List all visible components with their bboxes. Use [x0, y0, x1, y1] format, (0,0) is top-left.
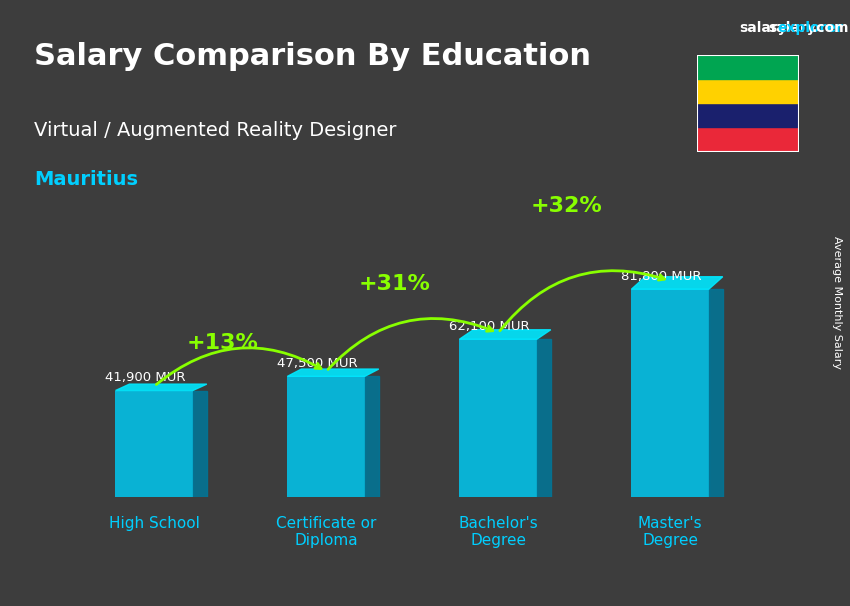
Text: Mauritius: Mauritius: [34, 170, 138, 188]
Text: Virtual / Augmented Reality Designer: Virtual / Augmented Reality Designer: [34, 121, 396, 140]
Polygon shape: [537, 339, 551, 497]
Polygon shape: [365, 376, 379, 497]
Bar: [697, 55, 799, 79]
Polygon shape: [460, 330, 551, 339]
Text: Salary Comparison By Education: Salary Comparison By Education: [34, 42, 591, 72]
Text: +31%: +31%: [359, 274, 431, 294]
Bar: [697, 103, 799, 127]
Bar: [632, 289, 709, 497]
Text: +13%: +13%: [187, 333, 259, 353]
Text: .com: .com: [812, 21, 849, 35]
Bar: [116, 390, 193, 497]
Text: +32%: +32%: [531, 196, 603, 216]
Polygon shape: [116, 384, 207, 390]
Text: salary: salary: [740, 21, 787, 35]
Polygon shape: [632, 277, 722, 289]
Text: explorer: explorer: [778, 21, 843, 35]
Polygon shape: [193, 390, 207, 497]
Text: 47,500 MUR: 47,500 MUR: [277, 357, 358, 370]
Text: 62,100 MUR: 62,100 MUR: [450, 320, 530, 333]
Polygon shape: [287, 369, 379, 376]
Bar: [697, 79, 799, 103]
Text: 41,900 MUR: 41,900 MUR: [105, 371, 186, 384]
Bar: [287, 376, 365, 497]
Text: 81,800 MUR: 81,800 MUR: [621, 270, 702, 283]
Polygon shape: [709, 289, 722, 497]
Text: salary: salary: [768, 21, 816, 35]
Bar: [697, 127, 799, 152]
Bar: [460, 339, 537, 497]
Text: Average Monthly Salary: Average Monthly Salary: [832, 236, 842, 370]
